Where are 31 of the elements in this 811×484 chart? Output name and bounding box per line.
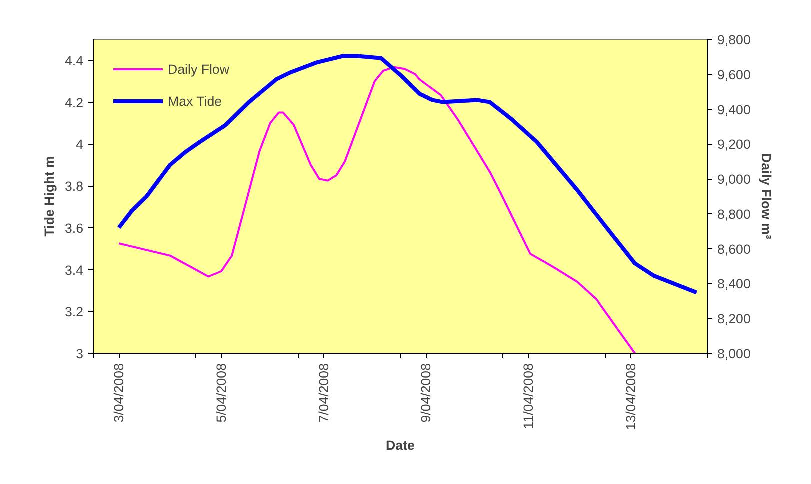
x-tick-label: 3/04/2008: [112, 363, 127, 423]
line-series: [118, 66, 636, 354]
line-series: [117, 54, 699, 295]
y-tick-label: 3.8: [64, 179, 84, 194]
y-tick-label: 3.4: [64, 262, 84, 278]
y-tick-label: 3.6: [64, 220, 84, 236]
legend-label: Max Tide: [168, 94, 222, 108]
y2-tick-label: 8,800: [718, 206, 751, 222]
x-tick-label: 11/04/2008: [520, 364, 536, 430]
x-tick-label: 9/04/2008: [418, 363, 434, 423]
y2-axis-title: Daily Flow m³: [758, 154, 774, 240]
y2-tick-label: 9,200: [718, 137, 751, 152]
y-axis-title: Tide Hight m: [42, 156, 57, 237]
y2-tick-label: 8,600: [718, 242, 751, 257]
y2-tick-label: 9,000: [718, 172, 751, 188]
y2-tick-label: 8,400: [718, 276, 751, 292]
y-tick-label: 3: [76, 346, 84, 362]
y2-tick-label: 9,600: [718, 67, 751, 82]
y2-tick-label: 9,400: [718, 102, 751, 118]
y-tick-label: 4.2: [64, 95, 84, 110]
x-axis-title: Date: [386, 438, 415, 454]
legend-label: Daily Flow: [168, 62, 230, 76]
x-tick-label: 13/04/2008: [623, 363, 638, 430]
y-tick-label: 4.4: [64, 53, 84, 68]
x-tick-label: 7/04/2008: [316, 363, 332, 423]
y2-tick-label: 8,200: [718, 312, 751, 327]
y-tick-label: 4: [76, 137, 84, 152]
y-tick-label: 3.2: [64, 304, 84, 320]
y2-tick-label: 8,000: [718, 346, 751, 362]
y2-tick-label: 9,800: [718, 32, 751, 48]
x-tick-label: 5/04/2008: [214, 363, 229, 423]
